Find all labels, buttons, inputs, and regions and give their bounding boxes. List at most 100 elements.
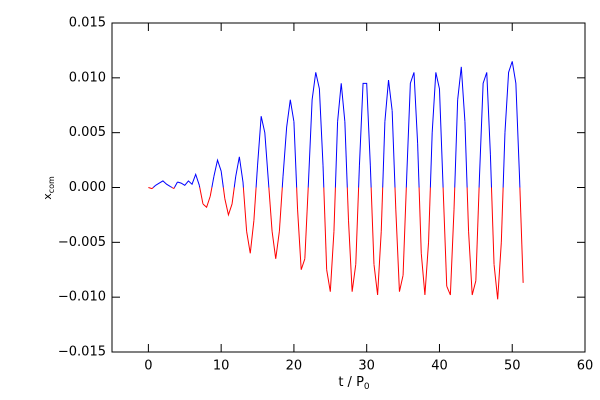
y-label-text: x [41,193,54,200]
line-crossing [358,165,360,188]
line-crossing [151,187,154,189]
line-crossing [281,176,284,188]
line-segment [446,209,455,296]
line-segment [348,220,357,292]
y-tick-label: 0.005 [69,125,106,140]
line-segment [202,196,211,209]
x-tick-label: 50 [504,359,521,374]
line-crossing [391,110,396,188]
y-tick-label: −0.010 [58,290,106,305]
line-segment [358,82,371,166]
line-segment [213,158,222,177]
y-tick-label: 0.000 [69,180,106,195]
x-tick-label: 30 [358,359,375,374]
line-segment [457,66,466,122]
line-crossing [278,187,283,232]
line-crossing [464,121,468,188]
y-axis-label: xcom [41,176,56,200]
line-crossing [502,132,506,188]
line-crossing [296,187,299,210]
line-crossing [428,187,431,243]
line-segment [384,79,393,122]
x-label-subscript: 0 [364,382,370,392]
x-tick-label: 60 [577,359,594,374]
line-segment [282,99,295,177]
line-crossing [475,187,480,281]
x-tick-label: 20 [286,359,303,374]
line-crossing [253,187,257,221]
x-tick-label: 0 [144,359,152,374]
line-crossing [466,187,470,232]
line-crossing [442,187,448,287]
y-tick-label: 0.010 [69,70,106,85]
line-crossing [429,132,433,188]
line-segment [493,242,502,300]
line-crossing [418,187,422,254]
line-crossing [417,143,420,188]
line-segment [307,72,324,183]
line-segment [431,72,444,188]
line-crossing [334,121,339,188]
line-crossing [268,187,273,232]
line-crossing [233,176,237,188]
line-segment [235,156,244,183]
line-segment [297,209,306,270]
line-segment [478,72,491,177]
line-segment [155,180,171,187]
y-tick-label: −0.005 [58,235,106,250]
line-crossing [211,176,215,188]
line-crossing [333,187,336,232]
line-crossing [490,187,495,265]
line-crossing [355,187,360,265]
line-crossing [370,187,375,265]
x-label-text: t / P [338,375,364,390]
line-segment [271,231,280,259]
line-crossing [173,187,175,189]
line-crossing [199,187,204,205]
line-segment [504,61,521,177]
line-segment [257,116,269,183]
line-segment [246,220,255,254]
line-crossing [152,184,156,188]
line-crossing [323,187,328,270]
line-crossing [454,99,459,188]
line-crossing [402,187,407,276]
line-crossing [174,181,178,188]
line-crossing [242,187,248,232]
line-crossing [489,154,492,188]
line-crossing [304,187,309,259]
line-segment [406,72,419,177]
line-segment [177,172,200,186]
y-tick-label: 0.015 [69,16,106,31]
line-crossing [222,187,226,199]
line-crossing [380,187,384,232]
line-crossing [500,187,504,243]
line-segment [373,231,382,296]
line-crossing [519,187,524,283]
x-axis-label: t / P0 [338,375,370,392]
line-crossing [148,187,153,190]
line-crossing [453,187,456,210]
line-crossing [231,187,235,205]
line-crossing [322,165,325,188]
line-crossing [394,187,397,210]
line-segment [326,231,335,292]
line-crossing [209,187,213,197]
y-label-subscript: com [47,176,56,193]
line-crossing [382,121,386,188]
line-crossing [369,165,372,188]
line-segment [420,242,430,296]
line-crossing [293,121,298,188]
line-crossing [255,165,259,188]
x-tick-label: 40 [431,359,448,374]
line-segment [337,83,346,122]
line-crossing [346,187,349,221]
line-crossing [344,121,348,188]
line-crossing [220,170,224,188]
x-tick-label: 10 [213,359,230,374]
line-segment [395,209,404,292]
line-segment [224,198,233,217]
line-crossing [169,185,173,188]
